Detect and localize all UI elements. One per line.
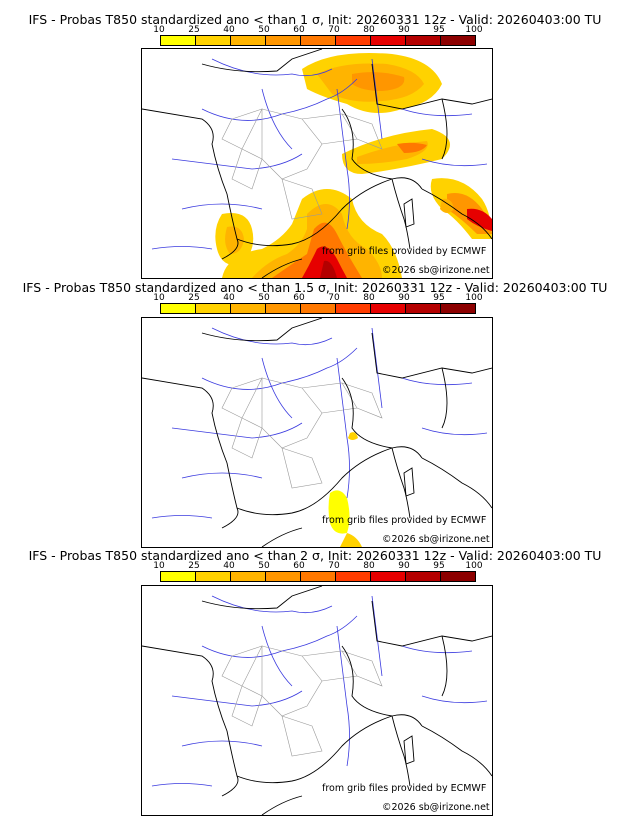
colorbar-swatch bbox=[301, 572, 336, 581]
colorbar-swatch bbox=[441, 304, 475, 313]
colorbar-tick: 50 bbox=[258, 561, 270, 571]
colorbar-swatch bbox=[441, 36, 475, 45]
colorbar-swatch bbox=[161, 572, 196, 581]
probability-shading bbox=[328, 432, 362, 547]
colorbar-tick: 60 bbox=[293, 561, 305, 571]
colorbar-tick: 25 bbox=[188, 25, 200, 35]
colorbar-swatch bbox=[231, 36, 266, 45]
colorbar-swatch bbox=[441, 572, 475, 581]
colorbar-tick: 40 bbox=[223, 561, 235, 571]
colorbar-tick: 70 bbox=[328, 293, 340, 303]
colorbar-swatch bbox=[336, 572, 371, 581]
copyright-credit: ©2026 sb@irizone.net bbox=[382, 802, 490, 813]
colorbar-swatch bbox=[301, 304, 336, 313]
colorbar-labels: 10 25 40 50 60 70 80 90 95 100 bbox=[152, 25, 497, 35]
probability-colorbar bbox=[160, 303, 476, 314]
colorbar-swatch bbox=[371, 572, 406, 581]
colorbar-tick: 60 bbox=[293, 293, 305, 303]
source-credit: from grib files provided by ECMWF bbox=[322, 783, 487, 794]
colorbar-swatch bbox=[266, 304, 301, 313]
panel-title: IFS - Probas T850 standardized ano < tha… bbox=[28, 548, 602, 563]
colorbar-tick: 100 bbox=[465, 561, 483, 571]
rivers bbox=[151, 327, 488, 519]
colorbar-tick: 40 bbox=[223, 293, 235, 303]
colorbar-swatch bbox=[406, 36, 441, 45]
colorbar-swatch bbox=[371, 36, 406, 45]
colorbar-tick: 90 bbox=[398, 561, 410, 571]
colorbar-swatch bbox=[406, 304, 441, 313]
map-canvas bbox=[142, 586, 492, 815]
probability-map: from grib files provided by ECMWF ©2026 … bbox=[141, 317, 493, 548]
colorbar-tick: 80 bbox=[363, 561, 375, 571]
colorbar-tick: 80 bbox=[363, 293, 375, 303]
regional-borders bbox=[221, 645, 383, 757]
colorbar-swatch bbox=[196, 304, 231, 313]
colorbar-tick: 70 bbox=[328, 25, 340, 35]
colorbar-tick: 10 bbox=[153, 293, 165, 303]
probability-map: from grib files provided by ECMWF ©2026 … bbox=[141, 48, 493, 279]
colorbar-swatch bbox=[371, 304, 406, 313]
colorbar-swatch bbox=[196, 36, 231, 45]
colorbar-tick: 25 bbox=[188, 561, 200, 571]
probability-colorbar bbox=[160, 571, 476, 582]
colorbar-tick: 40 bbox=[223, 25, 235, 35]
colorbar-tick: 70 bbox=[328, 561, 340, 571]
colorbar-tick: 100 bbox=[465, 25, 483, 35]
copyright-credit: ©2026 sb@irizone.net bbox=[382, 265, 490, 276]
colorbar-swatch bbox=[161, 304, 196, 313]
map-canvas bbox=[142, 49, 492, 278]
colorbar-tick: 10 bbox=[153, 561, 165, 571]
colorbar-tick: 60 bbox=[293, 25, 305, 35]
forecast-panel-1-5sigma: IFS - Probas T850 standardized ano < tha… bbox=[0, 280, 630, 548]
copyright-credit: ©2026 sb@irizone.net bbox=[382, 534, 490, 545]
colorbar-tick: 80 bbox=[363, 25, 375, 35]
colorbar-tick: 100 bbox=[465, 293, 483, 303]
colorbar-swatch bbox=[406, 572, 441, 581]
colorbar-tick: 95 bbox=[433, 293, 445, 303]
colorbar-swatch bbox=[336, 304, 371, 313]
colorbar-swatch bbox=[336, 36, 371, 45]
panel-title: IFS - Probas T850 standardized ano < tha… bbox=[22, 280, 608, 295]
forecast-panel-1sigma: IFS - Probas T850 standardized ano < tha… bbox=[0, 0, 630, 280]
colorbar-labels: 10 25 40 50 60 70 80 90 95 100 bbox=[152, 561, 497, 571]
colorbar-swatch bbox=[196, 572, 231, 581]
colorbar-tick: 95 bbox=[433, 25, 445, 35]
probability-colorbar bbox=[160, 35, 476, 46]
coastlines bbox=[142, 49, 492, 278]
coastlines bbox=[142, 586, 492, 815]
colorbar-tick: 25 bbox=[188, 293, 200, 303]
regional-borders bbox=[221, 377, 383, 489]
source-credit: from grib files provided by ECMWF bbox=[322, 246, 487, 257]
regional-borders bbox=[221, 108, 383, 220]
colorbar-tick: 10 bbox=[153, 25, 165, 35]
colorbar-swatch bbox=[231, 304, 266, 313]
rivers bbox=[151, 595, 488, 787]
rivers bbox=[151, 58, 488, 250]
probability-shading bbox=[215, 53, 492, 278]
colorbar-labels: 10 25 40 50 60 70 80 90 95 100 bbox=[152, 293, 497, 303]
forecast-panel-2sigma: IFS - Probas T850 standardized ano < tha… bbox=[0, 548, 630, 828]
panel-title: IFS - Probas T850 standardized ano < tha… bbox=[28, 12, 602, 27]
colorbar-swatch bbox=[266, 36, 301, 45]
source-credit: from grib files provided by ECMWF bbox=[322, 515, 487, 526]
colorbar-tick: 90 bbox=[398, 293, 410, 303]
colorbar-tick: 90 bbox=[398, 25, 410, 35]
colorbar-swatch bbox=[231, 572, 266, 581]
coastlines bbox=[142, 318, 492, 547]
colorbar-tick: 50 bbox=[258, 293, 270, 303]
colorbar-swatch bbox=[161, 36, 196, 45]
colorbar-tick: 50 bbox=[258, 25, 270, 35]
map-canvas bbox=[142, 318, 492, 547]
colorbar-swatch bbox=[301, 36, 336, 45]
probability-map: from grib files provided by ECMWF ©2026 … bbox=[141, 585, 493, 816]
colorbar-tick: 95 bbox=[433, 561, 445, 571]
colorbar-swatch bbox=[266, 572, 301, 581]
